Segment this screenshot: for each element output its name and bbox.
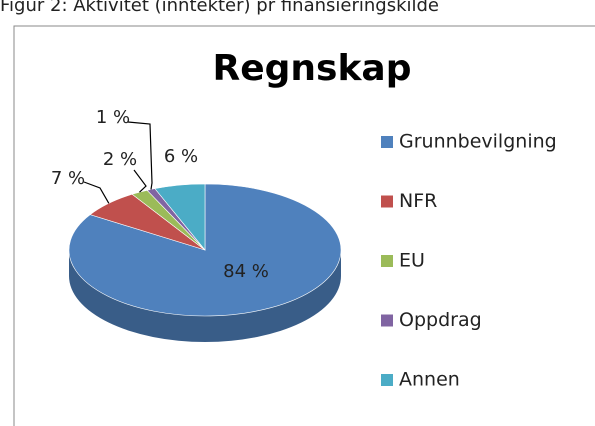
legend-swatch (381, 374, 393, 386)
legend-label: EU (399, 250, 425, 272)
data-label: 2 % (103, 149, 137, 170)
legend-label: Grunnbevilgning (399, 131, 557, 153)
pie (68, 183, 342, 342)
chart-frame (13, 25, 595, 426)
legend-swatch (381, 136, 393, 148)
legend-label: Oppdrag (399, 309, 482, 331)
data-label: 7 % (51, 168, 85, 189)
data-label: 84 % (223, 261, 269, 282)
legend-label: Annen (399, 369, 460, 391)
chart-title: Regnskap (213, 48, 412, 89)
leader-line (133, 169, 147, 193)
data-label: 6 % (164, 146, 198, 167)
legend: Grunnbevilgning NFR EU Oppdrag Annen (381, 131, 557, 391)
legend-swatch (381, 255, 393, 267)
leader-line (83, 181, 110, 204)
data-label: 1 % (96, 107, 130, 128)
legend-swatch (381, 314, 393, 327)
caption: Figur 2: Aktivitet (inntekter) pr finans… (0, 0, 439, 16)
data-labels: 84 % 7 % 2 % 1 % 6 % (51, 107, 269, 282)
pie-slice (154, 183, 206, 251)
legend-swatch (381, 195, 393, 208)
pie-side (69, 250, 341, 342)
legend-label: NFR (399, 190, 437, 212)
leader-line (127, 121, 153, 190)
